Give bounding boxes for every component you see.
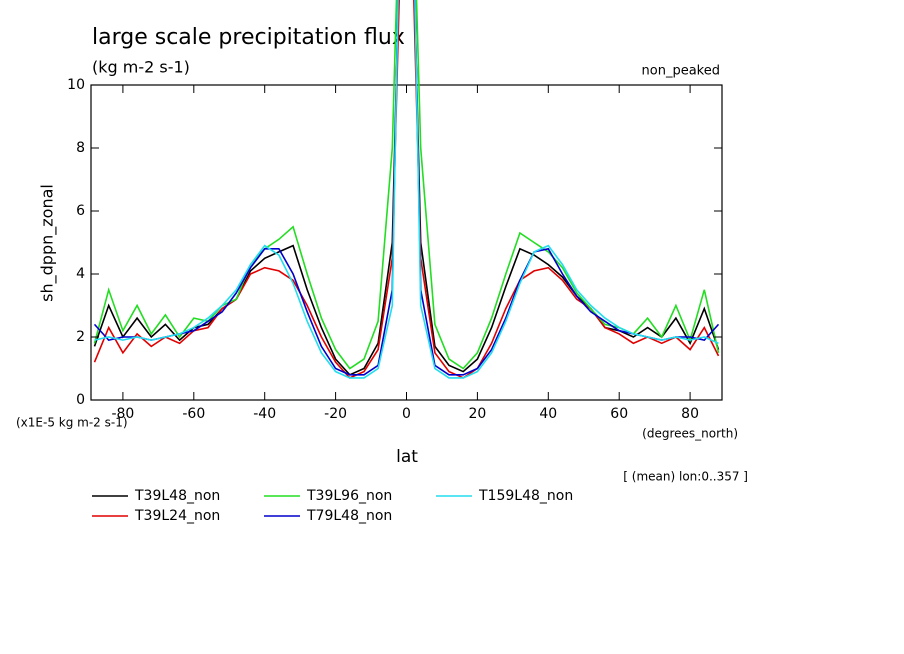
y-tick-label: 8: [76, 140, 85, 156]
x-tick-label: 0: [402, 406, 411, 422]
series-line: [94, 0, 719, 379]
annotation: non_peaked: [642, 64, 720, 79]
legend-label: T79L48_non: [306, 508, 392, 524]
chart-title: large scale precipitation flux: [92, 25, 405, 50]
series-line: [93, 0, 720, 376]
y-tick-label: 10: [67, 77, 85, 93]
y-units: (x1E-5 kg m-2 s-1): [16, 416, 128, 430]
x-tick-label: 40: [539, 406, 557, 422]
x-tick-label: -20: [324, 406, 347, 422]
x-tick-label: -80: [111, 406, 134, 422]
x-tick-label: 80: [681, 406, 699, 422]
legend-label: T39L24_non: [134, 508, 220, 524]
x-tick-label: 20: [468, 406, 486, 422]
chart-subtitle: (kg m-2 s-1): [92, 58, 190, 77]
series-line: [93, 0, 720, 370]
x-tick-label: -40: [253, 406, 276, 422]
y-tick-label: 6: [76, 203, 85, 219]
x-tick-label: 60: [610, 406, 628, 422]
legend-label: T39L48_non: [134, 488, 220, 504]
note: [ (mean) lon:0..357 ]: [623, 470, 748, 484]
plot-frame: [90, 84, 723, 401]
x-axis-label: lat: [396, 447, 418, 467]
series-line: [93, 0, 720, 376]
series-line: [93, 0, 720, 379]
y-tick-label: 4: [76, 266, 85, 282]
x-tick-label: -60: [182, 406, 205, 422]
x-units: (degrees_north): [642, 427, 738, 441]
y-tick-label: 0: [76, 392, 85, 408]
legend-label: T159L48_non: [478, 488, 573, 504]
plot-area: [93, 0, 720, 379]
y-axis-label: sh_dppn_zonal: [38, 184, 58, 302]
y-tick-label: 2: [76, 329, 85, 345]
legend-label: T39L96_non: [306, 488, 392, 504]
